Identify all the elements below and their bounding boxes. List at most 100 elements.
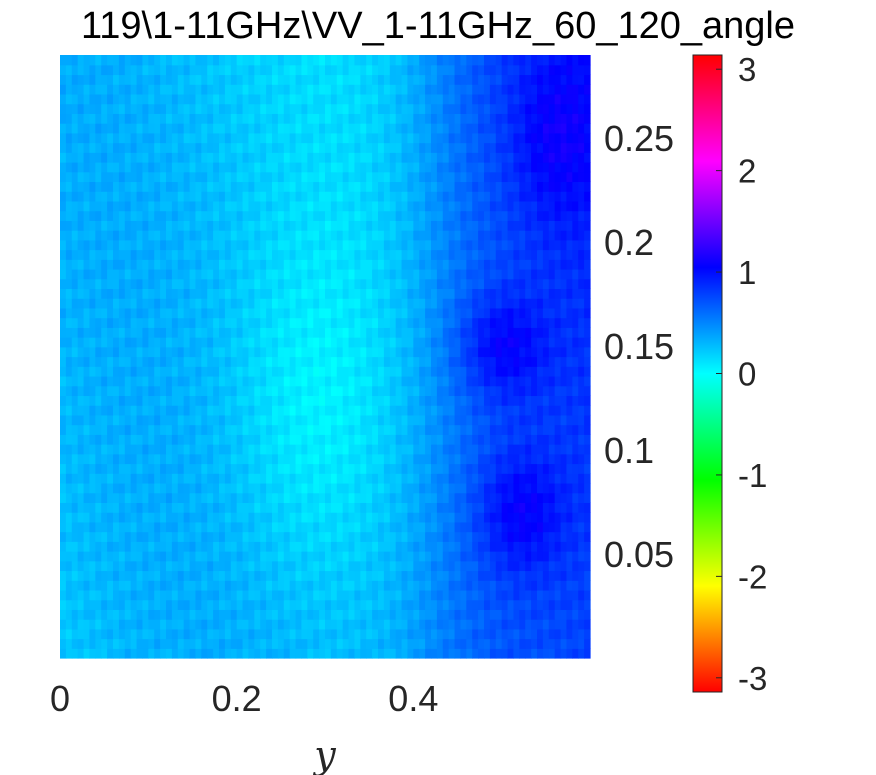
heatmap-cell <box>230 356 238 367</box>
heatmap-cell <box>307 609 314 620</box>
heatmap-cell <box>419 599 426 610</box>
heatmap-cell <box>189 551 197 562</box>
heatmap-cell <box>407 123 414 134</box>
heatmap-cell <box>378 249 385 260</box>
heatmap-cell <box>472 589 479 601</box>
heatmap-cell <box>336 463 344 474</box>
heatmap-cell <box>336 521 344 533</box>
heatmap-cell <box>154 482 161 494</box>
heatmap-cell <box>584 589 591 601</box>
heatmap-cell <box>301 337 308 348</box>
heatmap-cell <box>489 210 497 221</box>
heatmap-cell <box>548 317 556 328</box>
heatmap-cell <box>77 239 85 251</box>
heatmap-cell <box>560 249 568 260</box>
heatmap-cell <box>142 628 149 640</box>
heatmap-cell <box>354 541 361 552</box>
heatmap-cell <box>301 434 308 445</box>
heatmap-cell <box>542 609 550 620</box>
heatmap-cell <box>336 181 344 192</box>
heatmap-cell <box>242 502 250 513</box>
heatmap-cell <box>537 161 544 173</box>
heatmap-cell <box>560 648 568 659</box>
heatmap-cell <box>378 648 385 659</box>
heatmap-cell <box>366 346 373 358</box>
heatmap-cell <box>342 161 350 173</box>
heatmap-cell <box>154 531 161 542</box>
heatmap-cell <box>383 599 391 610</box>
heatmap-cell <box>395 560 403 572</box>
heatmap-cell <box>507 434 515 445</box>
heatmap-cell <box>466 609 473 620</box>
heatmap-cell <box>266 375 273 387</box>
heatmap-cell <box>448 132 456 144</box>
heatmap-cell <box>554 142 562 153</box>
heatmap-cell <box>507 531 515 542</box>
heatmap-cell <box>360 473 367 484</box>
heatmap-cell <box>566 444 573 455</box>
heatmap-cell <box>360 512 367 523</box>
heatmap-cell <box>101 482 108 494</box>
heatmap-cell <box>566 220 573 231</box>
heatmap-cell <box>219 171 226 183</box>
heatmap-cell <box>578 307 585 319</box>
heatmap-cell <box>113 288 120 299</box>
heatmap-cell <box>454 268 462 280</box>
heatmap-cell <box>578 580 585 591</box>
heatmap-cell <box>325 337 332 348</box>
heatmap-cell <box>130 473 138 484</box>
heatmap-cell <box>230 220 238 231</box>
heatmap-cell <box>319 327 326 338</box>
heatmap-cell <box>354 239 361 251</box>
heatmap-cell <box>124 307 132 319</box>
heatmap-cell <box>419 123 426 134</box>
heatmap-cell <box>425 638 432 649</box>
heatmap-cell <box>301 249 308 260</box>
heatmap-cell <box>401 171 409 183</box>
heatmap-cell <box>136 648 144 659</box>
heatmap-cell <box>519 551 526 562</box>
heatmap-cell <box>454 560 462 572</box>
heatmap-cell <box>113 580 120 591</box>
heatmap-cell <box>431 278 438 290</box>
heatmap-cell <box>419 521 426 533</box>
heatmap-cell <box>336 307 344 319</box>
heatmap-cell <box>289 152 297 163</box>
heatmap-cell <box>248 512 255 523</box>
heatmap-cell <box>289 123 297 134</box>
heatmap-cell <box>431 385 438 397</box>
heatmap-cell <box>395 317 403 328</box>
heatmap-cell <box>319 171 326 183</box>
heatmap-cell <box>301 502 308 513</box>
heatmap-cell <box>236 123 244 134</box>
heatmap-cell <box>431 171 438 183</box>
heatmap-cell <box>230 152 238 163</box>
heatmap-cell <box>560 541 568 552</box>
heatmap-cell <box>195 551 202 562</box>
heatmap-cell <box>542 220 550 231</box>
heatmap-cell <box>507 619 515 630</box>
heatmap-cell <box>130 609 138 620</box>
heatmap-cell <box>413 609 420 620</box>
heatmap-cell <box>124 551 132 562</box>
heatmap-cell <box>183 375 191 387</box>
heatmap-cell <box>507 220 515 231</box>
heatmap-cell <box>266 307 273 319</box>
heatmap-cell <box>354 327 361 338</box>
heatmap-cell <box>566 249 573 260</box>
heatmap-cell <box>519 210 526 221</box>
heatmap-cell <box>484 200 491 212</box>
heatmap-cell <box>566 288 573 299</box>
heatmap-cell <box>113 512 120 523</box>
heatmap-cell <box>60 210 67 221</box>
heatmap-cell <box>307 589 314 601</box>
heatmap-cell <box>336 648 344 659</box>
heatmap-cell <box>154 181 161 192</box>
heatmap-cell <box>372 142 379 153</box>
heatmap-cell <box>313 346 320 358</box>
heatmap-cell <box>130 512 138 523</box>
heatmap-cell <box>513 152 520 163</box>
heatmap-cell <box>525 152 532 163</box>
heatmap-cell <box>130 259 138 270</box>
heatmap-cell <box>166 268 173 280</box>
